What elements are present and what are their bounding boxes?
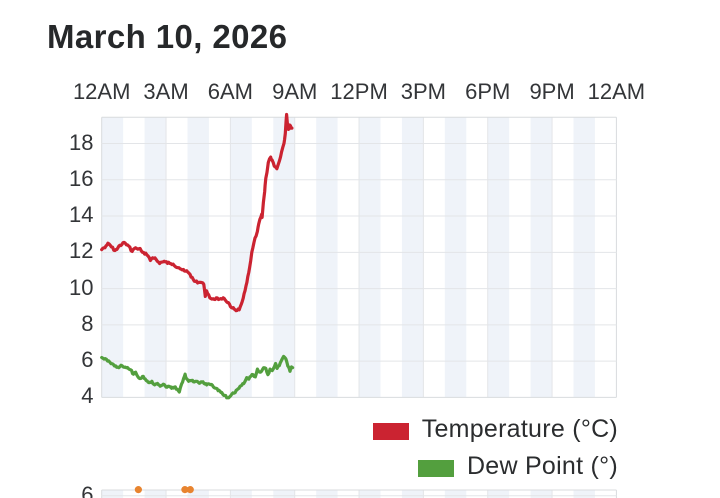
hour-stripe [316,490,338,498]
hour-stripe [487,117,510,398]
hour-stripe [144,490,167,498]
legend-item-dew-point: Dew Point (°) [417,451,618,487]
dew-point-line [100,354,295,400]
y-tick-label: 8 [81,310,94,336]
hour-stripe [444,117,467,398]
hour-stripe [187,490,209,498]
x-tick-label: 3AM [143,79,189,104]
y-tick-label: 14 [69,202,94,228]
y-tick-label: 6 [81,347,94,373]
x-tick-label: 9AM [272,79,318,104]
date-title: March 10, 2026 [47,18,288,55]
x-tick-label: 6AM [207,79,253,104]
temperature-legend-label: Temperature (°C) [421,414,618,443]
hour-stripe [273,490,295,498]
dew-point-legend-label: Dew Point (°) [466,451,618,480]
temperature-swatch [372,423,409,440]
x-tick-label: 3PM [400,79,446,104]
x-tick-label: 9PM [529,79,575,104]
hour-stripe [230,490,252,498]
hour-stripe [530,490,553,498]
wind-y-tick-label: 6 [81,481,94,498]
x-tick-label: 12AM [587,79,646,104]
hour-stripe [401,117,424,398]
chart-wind [101,486,617,498]
hour-stripe [530,117,553,398]
chart-temperature [100,112,617,400]
hour-stripe [230,117,252,398]
hour-stripe [359,117,381,398]
wind-dot [186,486,194,494]
y-tick-label: 18 [69,129,94,155]
wind-dot [134,486,142,494]
hour-stripe [444,490,467,498]
hour-stripe [573,490,595,498]
hour-stripe [359,490,381,498]
x-tick-label: 6PM [465,79,511,104]
legend-item-temperature: Temperature (°C) [372,414,618,450]
y-tick-label: 16 [69,165,94,191]
y-tick-label: 4 [81,383,94,409]
hour-stripe [316,117,338,398]
hour-stripe [573,117,595,398]
hour-stripe [101,490,124,498]
wind-dot [181,486,189,494]
hour-stripe [187,117,209,398]
hour-stripe [401,490,424,498]
x-tick-label: 12AM [72,79,131,104]
x-tick-label: 12PM [330,79,388,104]
hour-stripe [273,117,295,398]
hour-stripe [101,117,124,398]
temperature-line [100,112,294,313]
y-tick-label: 10 [69,274,94,300]
y-tick-label: 12 [69,238,94,264]
dew-point-swatch [417,460,454,477]
hour-stripe [487,490,510,498]
